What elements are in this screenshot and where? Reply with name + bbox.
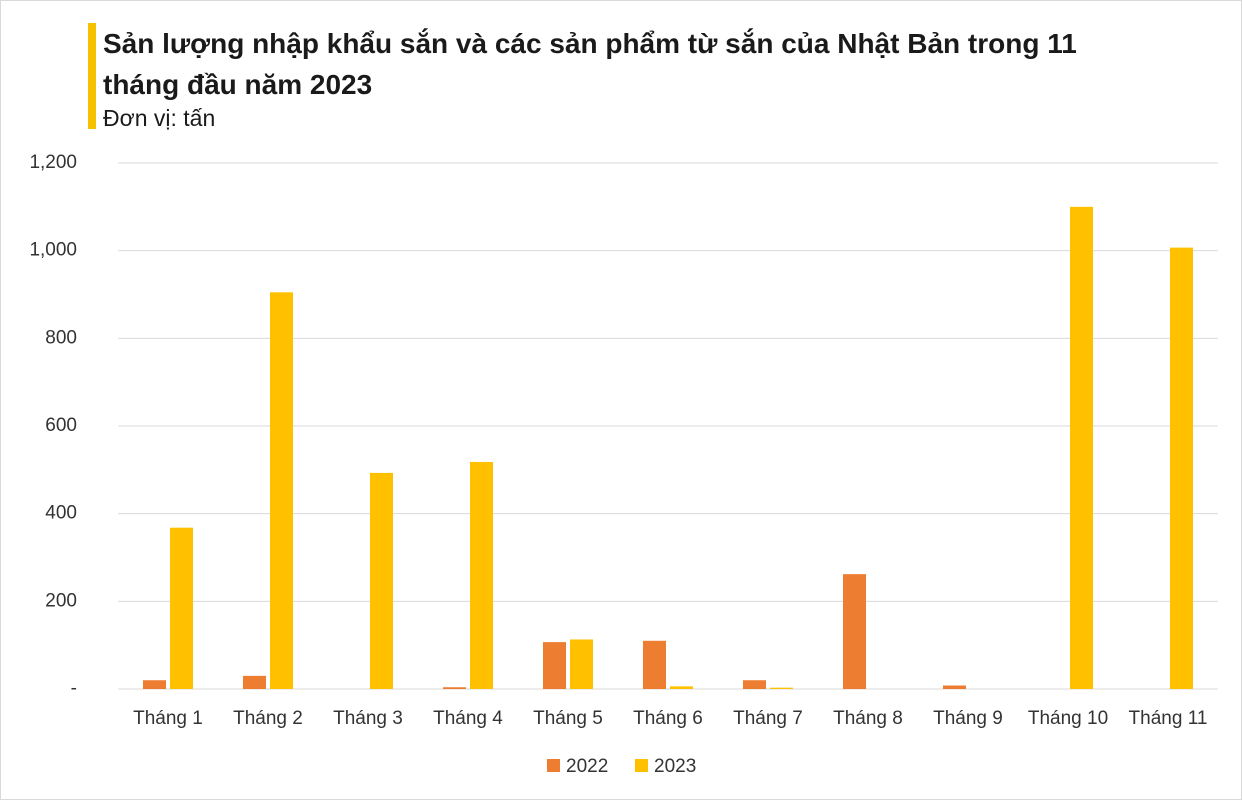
bar bbox=[570, 639, 593, 689]
y-tick-label: 600 bbox=[45, 415, 77, 436]
bar bbox=[770, 687, 793, 689]
title-accent bbox=[88, 23, 96, 129]
legend-swatch bbox=[547, 759, 560, 772]
x-tick-label: Tháng 10 bbox=[1028, 708, 1108, 729]
legend-label: 2022 bbox=[566, 756, 608, 777]
x-tick-label: Tháng 8 bbox=[833, 708, 903, 729]
bar bbox=[170, 527, 193, 689]
y-tick-label: 200 bbox=[45, 590, 77, 611]
bar bbox=[1170, 247, 1193, 689]
bar bbox=[743, 680, 766, 689]
y-tick-label: 1,200 bbox=[29, 152, 77, 173]
legend-label: 2023 bbox=[654, 756, 696, 777]
x-tick-label: Tháng 9 bbox=[933, 708, 1003, 729]
x-tick-label: Tháng 1 bbox=[133, 708, 203, 729]
bar bbox=[843, 574, 866, 689]
bar bbox=[443, 687, 466, 689]
y-tick-label: 400 bbox=[45, 503, 77, 524]
bar bbox=[470, 461, 493, 689]
x-tick-label: Tháng 3 bbox=[333, 708, 403, 729]
x-tick-label: Tháng 11 bbox=[1129, 708, 1208, 729]
y-tick-label: 1,000 bbox=[29, 240, 77, 261]
bar bbox=[243, 675, 266, 689]
legend-swatch bbox=[635, 759, 648, 772]
bar bbox=[1070, 206, 1093, 690]
x-tick-label: Tháng 2 bbox=[233, 708, 303, 729]
x-tick-label: Tháng 4 bbox=[433, 708, 503, 729]
bar bbox=[270, 292, 293, 689]
x-tick-label: Tháng 6 bbox=[633, 708, 703, 729]
bar bbox=[143, 680, 166, 689]
bar bbox=[943, 685, 966, 689]
chart-subtitle: Đơn vị: tấn bbox=[103, 105, 216, 131]
bar bbox=[370, 472, 393, 689]
y-tick-label: 800 bbox=[45, 327, 77, 348]
bar bbox=[543, 642, 566, 689]
x-tick-label: Tháng 5 bbox=[533, 708, 603, 729]
chart-title: Sản lượng nhập khẩu sắn và các sản phẩm … bbox=[103, 28, 1077, 100]
x-tick-label: Tháng 7 bbox=[733, 708, 803, 729]
bar bbox=[643, 640, 666, 689]
y-tick-label: - bbox=[71, 678, 77, 699]
bar bbox=[670, 686, 693, 689]
